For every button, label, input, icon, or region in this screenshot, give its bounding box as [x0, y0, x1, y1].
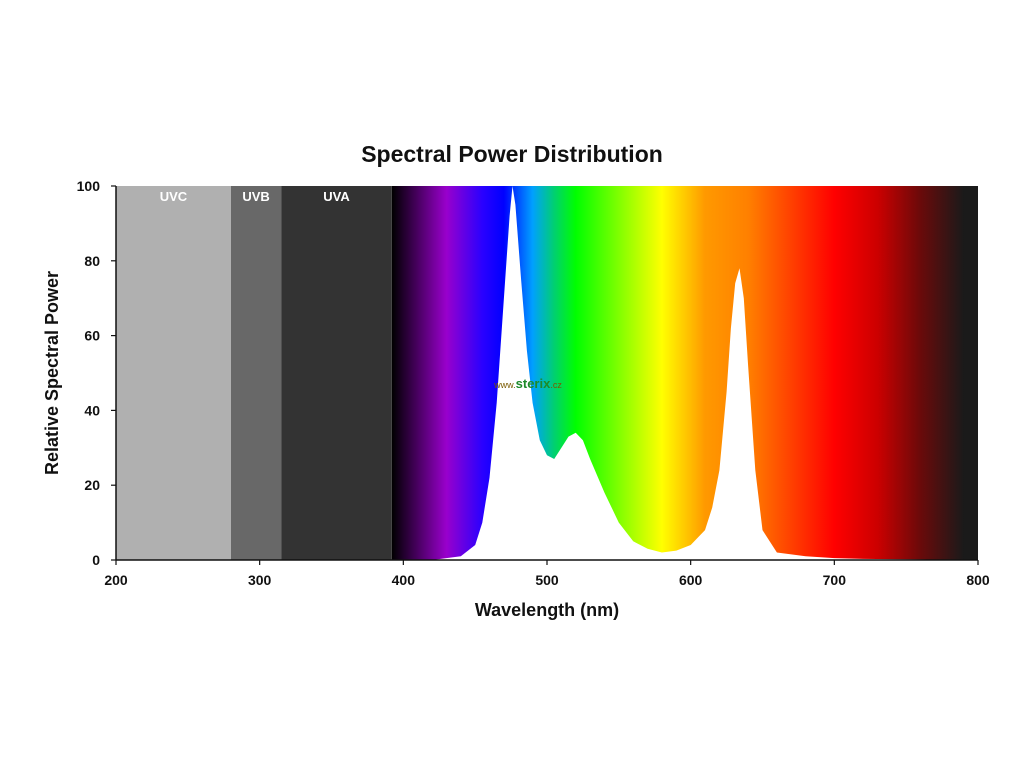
- plot-area: UVC UVB UVA: [116, 186, 979, 560]
- chart-title: Spectral Power Distribution: [361, 141, 663, 167]
- x-tick-label: 400: [392, 572, 416, 588]
- y-tick-label: 40: [84, 402, 100, 418]
- svg-text:www.sterix.cz: www.sterix.cz: [493, 376, 562, 391]
- watermark: www.sterix.cz: [493, 376, 562, 391]
- watermark-prefix: www.: [493, 380, 516, 390]
- y-tick-label: 60: [84, 328, 100, 344]
- watermark-brand: sterix: [516, 376, 551, 391]
- x-axis-label: Wavelength (nm): [475, 600, 619, 620]
- y-tick-label: 80: [84, 253, 100, 269]
- y-ticks: 0 20 40 60 80 100: [77, 178, 116, 568]
- x-ticks: 200 300 400 500 600 700 800: [104, 560, 990, 588]
- y-axis-label: Relative Spectral Power: [42, 271, 62, 475]
- x-tick-label: 800: [966, 572, 990, 588]
- x-tick-label: 500: [535, 572, 559, 588]
- y-tick-label: 100: [77, 178, 101, 194]
- x-tick-label: 600: [679, 572, 703, 588]
- x-tick-label: 200: [104, 572, 128, 588]
- spectrum-end-band: [963, 186, 978, 560]
- spd-area-series-0: [389, 186, 978, 560]
- x-tick-label: 700: [823, 572, 847, 588]
- band-uvb: [230, 186, 282, 560]
- y-tick-label: 20: [84, 477, 100, 493]
- x-tick-label: 300: [248, 572, 272, 588]
- y-tick-label: 0: [92, 552, 100, 568]
- band-uva: [281, 186, 392, 560]
- watermark-suffix: .cz: [550, 380, 562, 390]
- band-label-uvc: UVC: [160, 189, 188, 204]
- band-label-uva: UVA: [323, 189, 350, 204]
- band-label-uvb: UVB: [242, 189, 269, 204]
- visible-spectrum-band: [391, 186, 979, 560]
- band-uvc: [116, 186, 231, 560]
